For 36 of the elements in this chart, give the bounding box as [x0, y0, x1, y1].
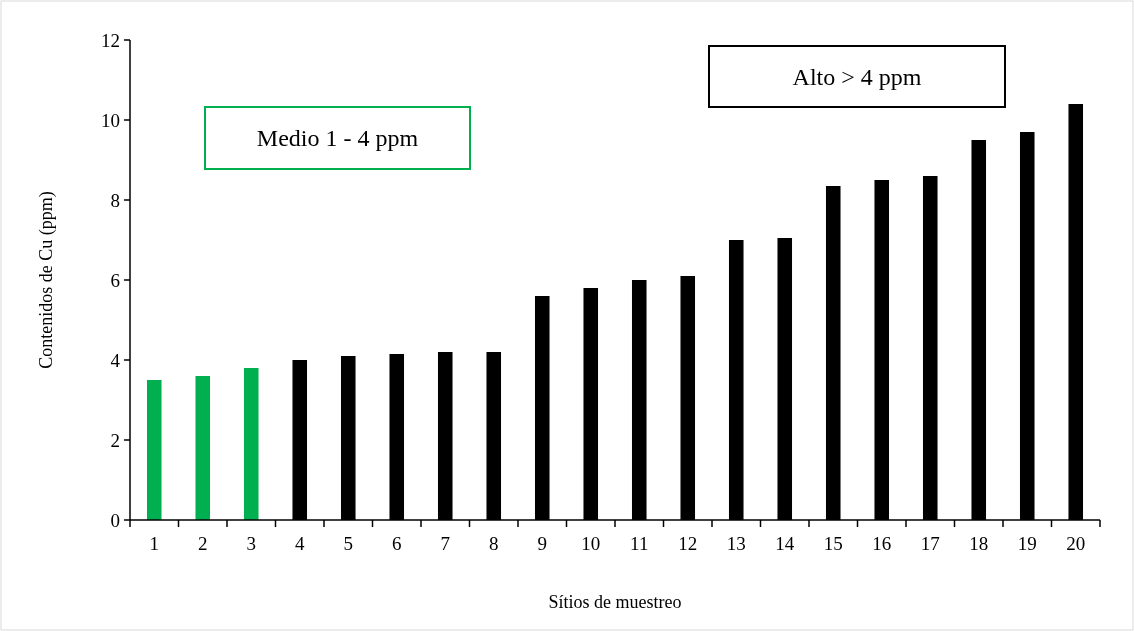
x-tick-label: 10 — [581, 533, 601, 554]
x-tick-label: 3 — [246, 533, 256, 554]
x-tick-label: 19 — [1017, 533, 1037, 554]
x-tick-label: 7 — [440, 533, 450, 554]
x-tick-label: 16 — [872, 533, 892, 554]
x-tick-label: 8 — [489, 533, 499, 554]
y-tick-label: 2 — [110, 429, 120, 451]
x-tick-label: 17 — [920, 533, 940, 554]
x-tick-label: 9 — [537, 533, 547, 554]
y-tick-label: 4 — [110, 349, 121, 371]
text-frame: Alto > 4 ppm — [708, 45, 1006, 108]
x-tick-label: 15 — [823, 533, 843, 554]
y-tick-label: 6 — [110, 269, 120, 291]
bar — [146, 380, 162, 520]
x-tick-label: 1 — [149, 533, 159, 554]
x-tick-label: 11 — [630, 533, 649, 554]
bar — [195, 376, 211, 520]
x-tick-label: 4 — [295, 533, 305, 554]
x-tick-label: 13 — [726, 533, 746, 554]
y-tick-label: 10 — [101, 109, 120, 131]
x-tick-label: 2 — [198, 533, 208, 554]
bar — [243, 368, 259, 520]
annotation: Medio 1 - 4 ppm — [256, 125, 419, 152]
x-tick-label: 14 — [775, 533, 795, 554]
y-tick-label: 8 — [110, 189, 120, 211]
x-tick-label: 5 — [343, 533, 353, 554]
x-tick-label: 12 — [678, 533, 698, 554]
y-axis-title: Contenidos de Cu (ppm) — [36, 191, 57, 369]
x-axis-title: Sítios de muestreo — [548, 592, 682, 612]
x-tick-label: 18 — [969, 533, 989, 554]
x-tick-label: 6 — [392, 533, 402, 554]
annotation: Alto > 4 ppm — [792, 63, 922, 90]
y-tick-label: 12 — [101, 29, 120, 51]
text-frame: Medio 1 - 4 ppm — [204, 106, 471, 170]
x-tick-label: 20 — [1066, 533, 1086, 554]
y-tick-label: 0 — [110, 509, 120, 531]
